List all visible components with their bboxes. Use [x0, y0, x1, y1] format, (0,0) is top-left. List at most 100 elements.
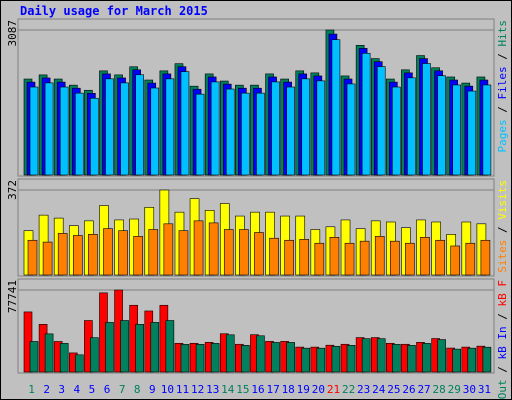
bar	[286, 86, 295, 176]
bar	[284, 239, 294, 276]
x-tick-label: 2	[43, 383, 50, 396]
bar	[118, 230, 128, 276]
x-tick-label: 20	[312, 383, 325, 396]
y-tick-label: 372	[6, 180, 19, 200]
bar	[29, 341, 39, 373]
bar	[450, 245, 461, 276]
x-tick-label: 6	[104, 383, 111, 396]
bar	[269, 237, 279, 276]
legend-label: Hits	[496, 20, 509, 47]
bar	[314, 242, 325, 276]
bar	[392, 86, 401, 176]
x-tick-label: 4	[74, 383, 81, 396]
bar	[422, 343, 431, 373]
bar	[241, 345, 250, 373]
bar	[88, 234, 98, 276]
bar	[44, 82, 54, 176]
x-tick-label: 12	[191, 383, 204, 396]
bar	[103, 228, 113, 276]
legend: kB Out / kB In / kB F	[496, 280, 509, 400]
bar	[135, 324, 144, 373]
bar	[390, 240, 400, 276]
x-tick-label: 17	[266, 383, 279, 396]
bar	[180, 344, 190, 373]
legend-separator: /	[496, 100, 509, 120]
legend-label: Pages	[496, 119, 509, 152]
bar	[437, 75, 446, 176]
x-tick-label: 1	[28, 383, 35, 396]
x-tick-label: 9	[149, 383, 156, 396]
bar	[210, 81, 220, 176]
bar	[120, 320, 129, 373]
bar	[74, 354, 84, 373]
bar	[299, 239, 310, 276]
legend-label: Visits	[496, 180, 509, 220]
bar	[329, 236, 340, 276]
bar	[435, 239, 445, 276]
x-tick-label: 26	[402, 383, 415, 396]
bar	[133, 236, 143, 276]
legend-label: kB F	[496, 280, 509, 307]
bar	[361, 52, 371, 176]
bar	[57, 233, 68, 276]
bar	[271, 81, 280, 176]
bar	[407, 77, 416, 176]
bar	[148, 229, 159, 276]
bar	[178, 230, 189, 276]
legend: Sites / Visits	[496, 180, 509, 273]
legend-separator: /	[496, 307, 509, 327]
bar	[301, 78, 311, 176]
bar	[72, 235, 83, 276]
bar	[361, 338, 371, 373]
bar	[271, 342, 280, 373]
bar	[405, 242, 415, 276]
bar	[452, 84, 462, 176]
bar	[256, 335, 265, 373]
bar	[225, 334, 235, 373]
bar	[420, 236, 430, 276]
x-tick-label: 23	[357, 383, 370, 396]
bar	[346, 345, 356, 373]
bar	[27, 239, 38, 276]
legend-separator: /	[496, 360, 509, 380]
bar	[467, 347, 477, 373]
x-tick-label: 19	[297, 383, 310, 396]
x-tick-label: 30	[463, 383, 476, 396]
bar	[150, 87, 160, 176]
bar	[59, 343, 69, 373]
bar	[165, 320, 175, 373]
bar	[223, 229, 234, 276]
legend-label: kB Out	[496, 379, 509, 400]
bar	[467, 90, 477, 176]
bar	[120, 82, 129, 176]
x-tick-label: 22	[342, 383, 355, 396]
bar	[482, 346, 492, 373]
bar	[452, 348, 462, 373]
bar	[105, 322, 114, 373]
bar	[44, 333, 54, 373]
x-tick-label: 25	[387, 383, 400, 396]
bar	[254, 232, 264, 276]
bar	[256, 92, 265, 176]
bar	[241, 92, 250, 176]
y-tick-label: 3087	[6, 20, 19, 47]
bar	[195, 93, 205, 176]
bar	[376, 66, 386, 176]
bar	[376, 338, 386, 373]
bar	[225, 88, 235, 176]
bar	[374, 236, 385, 276]
bar	[286, 342, 295, 373]
bar	[163, 223, 174, 276]
bar	[42, 241, 53, 276]
x-tick-label: 21	[327, 383, 340, 396]
legend: Pages / Files / Hits	[496, 20, 509, 153]
bar	[316, 347, 326, 373]
bar	[346, 83, 356, 176]
bar	[392, 344, 401, 373]
x-tick-label: 18	[282, 383, 295, 396]
bar	[29, 86, 39, 176]
bar	[482, 84, 492, 176]
bar	[359, 240, 370, 276]
bar	[480, 239, 491, 276]
